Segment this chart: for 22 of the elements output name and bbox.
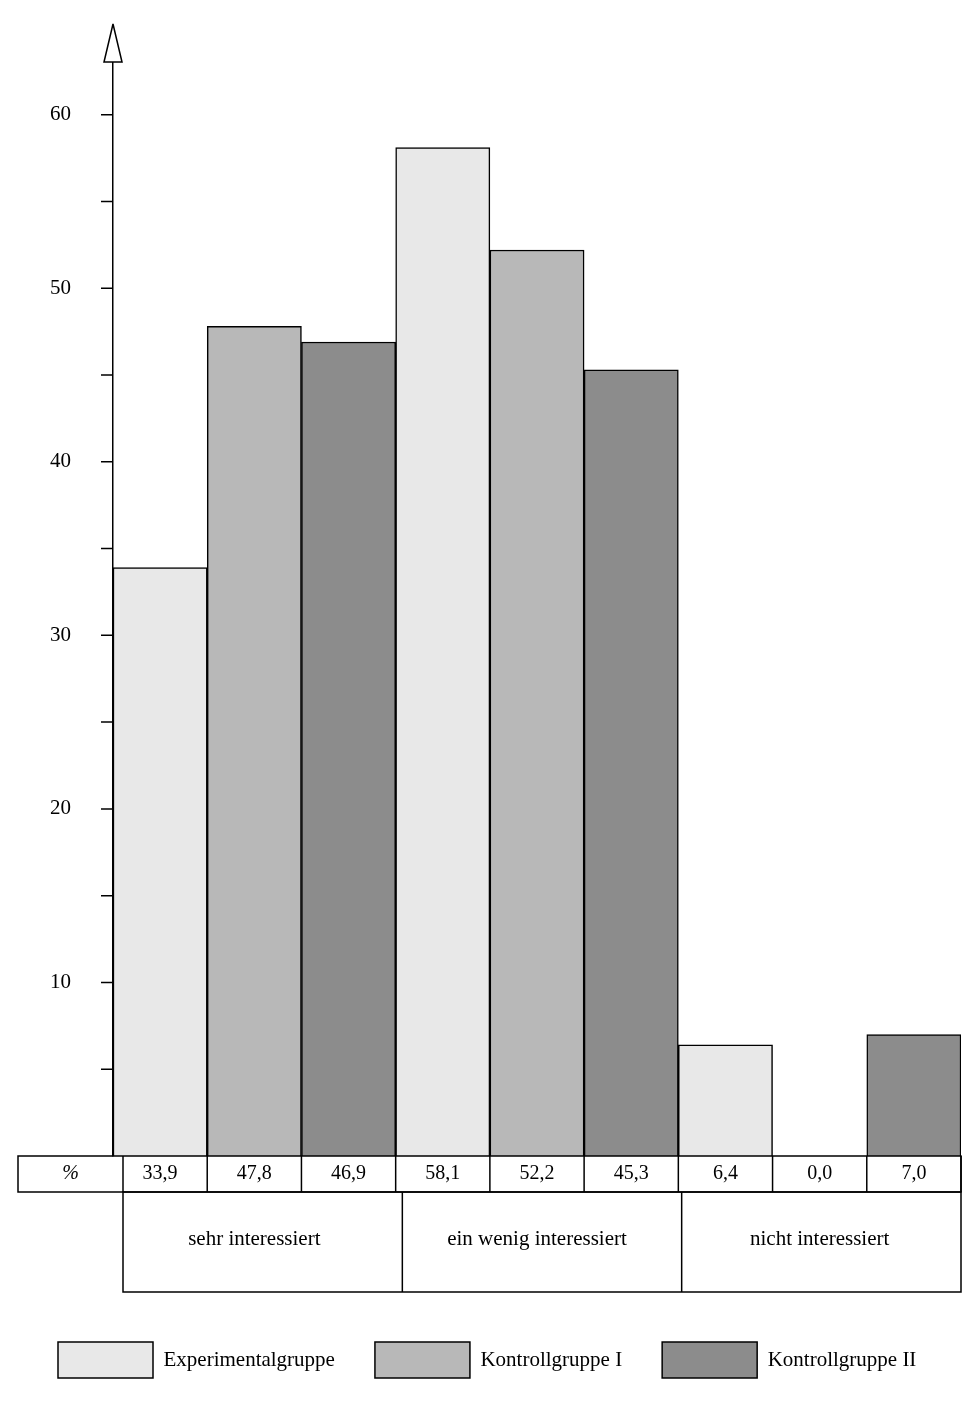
data-label: 58,1 bbox=[425, 1161, 461, 1184]
y-tick-label: 60 bbox=[50, 101, 71, 126]
data-label: 45,3 bbox=[613, 1161, 649, 1184]
data-label: 7,0 bbox=[901, 1161, 927, 1184]
text: % bbox=[62, 1161, 79, 1184]
x-tick-label: ein wenig interessiert bbox=[447, 1226, 627, 1251]
x-tick-label: sehr interessiert bbox=[188, 1226, 321, 1251]
y-tick-label: 20 bbox=[50, 795, 71, 820]
legend-label: Experimentalgruppe bbox=[163, 1346, 335, 1371]
y-tick-label: 50 bbox=[50, 274, 71, 299]
data-label: 47,8 bbox=[236, 1161, 272, 1184]
x-tick-label: nicht interessiert bbox=[749, 1226, 890, 1251]
legend-label: Kontrollgruppe II bbox=[767, 1346, 917, 1371]
y-tick-label: 30 bbox=[50, 621, 71, 646]
data-label: 33,9 bbox=[142, 1161, 178, 1184]
y-tick-label: 10 bbox=[50, 968, 71, 993]
data-label: 0,0 bbox=[807, 1161, 833, 1184]
data-label: 46,9 bbox=[331, 1161, 367, 1184]
legend-label: Kontrollgruppe I bbox=[480, 1346, 623, 1371]
data-label: 52,2 bbox=[519, 1161, 555, 1184]
y-tick-label: 40 bbox=[50, 448, 71, 473]
data-label: 6,4 bbox=[712, 1161, 738, 1184]
